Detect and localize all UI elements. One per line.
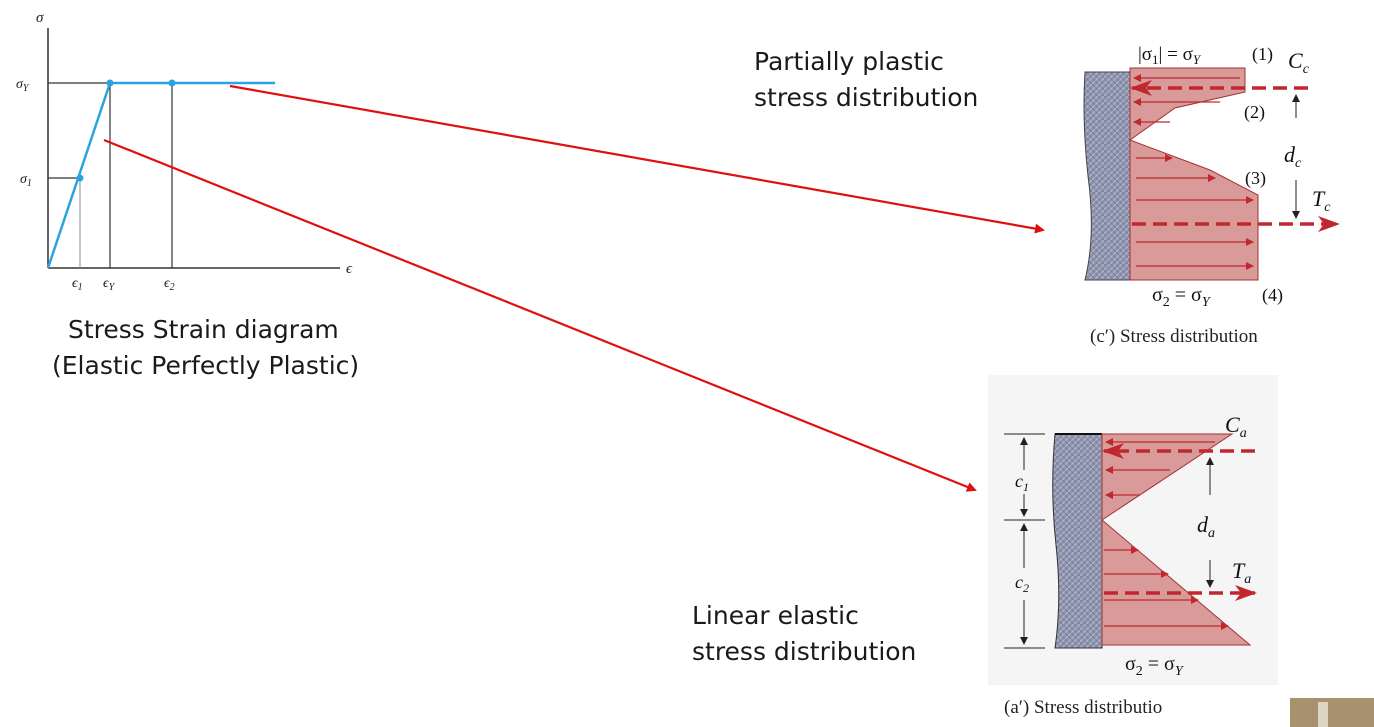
x-tick-eps-1: ϵ1	[72, 276, 83, 293]
plastic-bottom-label: σ2 = σY	[1152, 284, 1212, 310]
linear-Ta-label: Ta	[1232, 558, 1251, 587]
linear-c1-label: c1	[1015, 471, 1029, 494]
plastic-Cc-label: Cc	[1288, 48, 1310, 77]
plastic-upper-block	[1129, 67, 1246, 141]
point-sigma1	[76, 174, 84, 182]
callout-arrow-plastic	[229, 84, 1045, 234]
plastic-point-3: (3)	[1245, 168, 1266, 189]
y-tick-sigma-1: σ1	[20, 172, 32, 189]
plastic-title: Partially plastic stress distribution	[754, 44, 978, 116]
linear-bottom-label: σ2 = σY	[1125, 653, 1185, 679]
stress-strain-caption: Stress Strain diagram (Elastic Perfectly…	[52, 312, 359, 384]
x-tick-eps-y: ϵY	[103, 276, 116, 293]
linear-lower-block	[1101, 518, 1252, 646]
linear-Ca-label: Ca	[1225, 412, 1247, 441]
stress-strain-chart: σ ϵ σY σ1 ϵ1 ϵY ϵ2	[16, 10, 353, 293]
callout-arrow-linear	[103, 138, 977, 492]
plastic-top-label: |σ1| = σY	[1138, 44, 1202, 67]
y-axis-label: σ	[36, 10, 44, 26]
video-thumbnail	[1290, 698, 1374, 727]
x-axis-label: ϵ	[346, 261, 353, 277]
y-tick-sigma-y: σY	[16, 77, 30, 94]
plastic-title-line2: stress distribution	[754, 83, 979, 112]
plastic-stress-figure: |σ1| = σY (1) (2) (3) (4) Cc dc Tc σ2 = …	[1083, 44, 1340, 310]
linear-upper-block	[1101, 433, 1234, 521]
point-yield	[106, 79, 114, 87]
plastic-point-4: (4)	[1262, 285, 1283, 306]
plastic-Tc-label: Tc	[1312, 186, 1331, 215]
linear-c2-label: c2	[1015, 572, 1029, 595]
linear-figure-caption: (a′) Stress distributio	[1004, 697, 1163, 718]
linear-beam-section	[1052, 433, 1103, 649]
x-tick-eps-2: ϵ2	[164, 276, 175, 293]
point-eps2	[168, 79, 176, 87]
stress-strain-caption-line2: (Elastic Perfectly Plastic)	[52, 351, 360, 380]
plastic-dc-label: dc	[1284, 142, 1302, 171]
plastic-lower-block	[1129, 139, 1259, 281]
plastic-point-1: (1)	[1252, 44, 1273, 65]
stress-strain-caption-line1: Stress Strain diagram	[68, 315, 339, 344]
plastic-point-2: (2)	[1244, 102, 1265, 123]
plastic-beam-section	[1083, 71, 1131, 281]
linear-title-line2: stress distribution	[692, 637, 917, 666]
linear-title-line1: Linear elastic	[692, 601, 859, 630]
plastic-figure-caption: (c′) Stress distribution	[1090, 326, 1258, 347]
plastic-title-line1: Partially plastic	[754, 47, 944, 76]
linear-title: Linear elastic stress distribution	[692, 598, 916, 670]
linear-da-label: da	[1197, 512, 1215, 541]
linear-stress-figure: c1 c2 Ca da Ta σ2 = σY	[1004, 412, 1257, 679]
